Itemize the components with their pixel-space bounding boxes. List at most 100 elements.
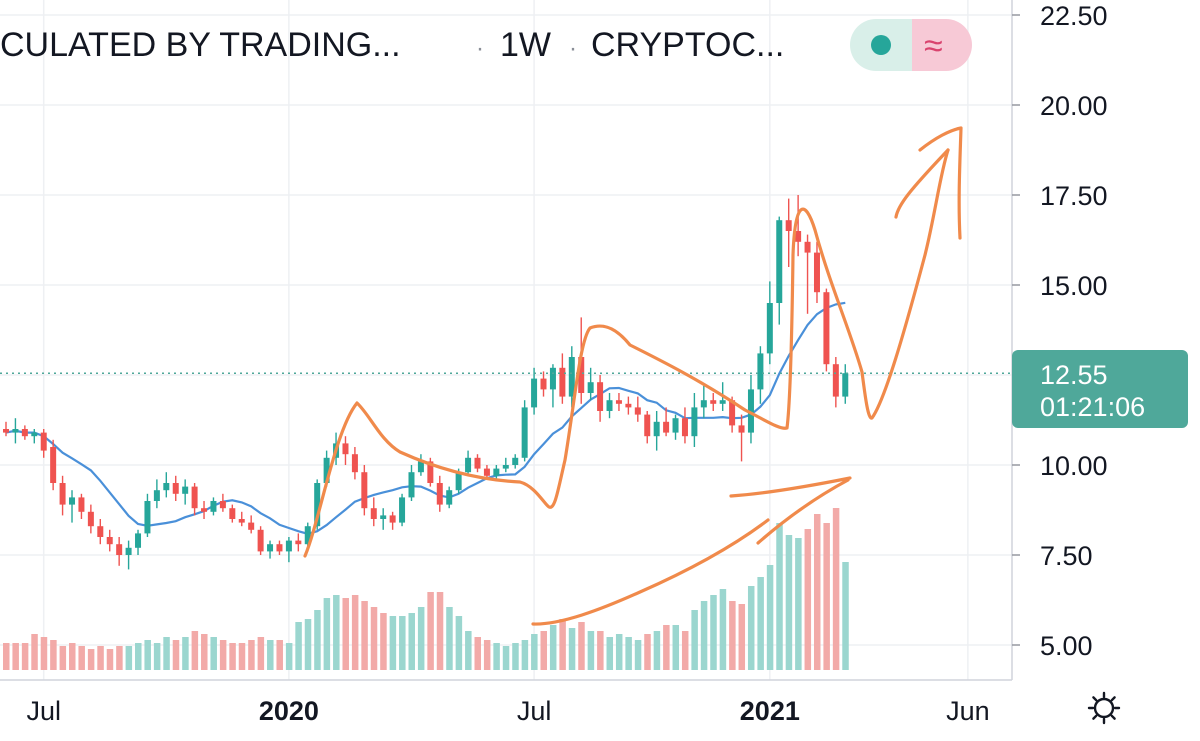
volume-bar <box>40 637 48 670</box>
candle-body <box>295 540 302 545</box>
volume-bar <box>465 631 472 670</box>
candle-body <box>493 468 500 476</box>
candle-body <box>314 483 321 527</box>
volume-bar <box>823 523 830 670</box>
price-tick-label: 17.50 <box>1040 181 1108 211</box>
hand-drawn-annotations <box>303 126 963 626</box>
volume-bar <box>314 610 321 670</box>
volume-bar <box>361 601 368 670</box>
candle-body <box>757 353 764 390</box>
candle-body <box>351 454 358 473</box>
candle-body <box>219 501 226 509</box>
candle-body <box>672 418 679 433</box>
volume-bar <box>351 595 359 670</box>
candle-body <box>521 407 528 458</box>
candle-body <box>738 425 745 433</box>
time-tick-label: Jul <box>517 696 552 726</box>
market-status-toggle[interactable]: ≈ <box>850 19 972 71</box>
candle-body <box>483 468 490 476</box>
symbol-title[interactable]: CULATED BY TRADING... <box>0 26 401 64</box>
candle-body <box>691 407 698 437</box>
volume-bar <box>50 640 57 670</box>
candle-body <box>766 303 773 354</box>
chart-legend-header: CULATED BY TRADING... · 1W · CRYPTOC... <box>0 26 784 64</box>
candle-body <box>644 414 651 437</box>
candle-body <box>549 367 556 390</box>
candle-body <box>380 515 387 519</box>
candle-body <box>719 400 726 404</box>
volume-bar <box>663 625 670 670</box>
interval-label[interactable]: 1W <box>500 26 551 64</box>
volume-bar <box>474 637 481 670</box>
volume-bar <box>446 607 453 670</box>
candle-body <box>238 519 245 523</box>
volume-bars <box>3 508 849 670</box>
candle-body <box>285 540 292 552</box>
volume-bar <box>210 637 217 670</box>
volume-bar <box>285 643 293 670</box>
candle-body <box>700 400 707 408</box>
exchange-label[interactable]: CRYPTOC... <box>591 26 784 64</box>
volume-bar <box>144 640 151 670</box>
candle-body <box>3 429 9 433</box>
candle-body <box>135 533 142 548</box>
candle-body <box>842 373 849 397</box>
market-open-dot-icon <box>871 35 891 55</box>
candle-body <box>21 429 28 437</box>
volume-bar <box>587 631 595 670</box>
price-badge-value: 12.55 <box>1040 360 1108 390</box>
volume-bar <box>738 604 746 670</box>
candle-body <box>785 220 792 231</box>
annotation-arrow-tail-left <box>894 148 950 219</box>
gear-icon[interactable] <box>1087 691 1121 725</box>
volume-bar <box>248 640 255 670</box>
candle-body <box>710 400 717 404</box>
candle-body <box>163 483 170 491</box>
volume-bar <box>172 640 180 670</box>
volume-bar <box>710 595 717 670</box>
volume-bar <box>615 634 623 670</box>
volume-bar <box>267 640 274 670</box>
ma-path <box>5 301 846 535</box>
volume-bar <box>512 643 519 670</box>
candle-body <box>97 526 104 537</box>
volume-bar <box>342 598 349 670</box>
volume-bar <box>201 634 208 670</box>
candle-body <box>427 461 434 483</box>
candle-body <box>465 457 472 473</box>
candle-body <box>12 429 19 433</box>
candle-body <box>361 472 368 509</box>
volume-bar <box>653 631 661 670</box>
time-axis[interactable]: Jul 2020 Jul 2021 Jun <box>0 679 1012 726</box>
volume-bar <box>719 589 727 670</box>
candle-body <box>681 418 688 437</box>
candle-body <box>813 252 820 293</box>
chart-grid <box>0 0 1012 680</box>
approx-icon: ≈ <box>924 27 943 65</box>
volume-bar <box>219 640 227 670</box>
candle-body <box>502 465 509 469</box>
candle-body <box>795 231 802 242</box>
candle-body <box>531 378 538 408</box>
volume-bar <box>370 607 378 670</box>
candle-body <box>455 472 462 491</box>
candle-body <box>587 382 594 393</box>
candle-body <box>512 457 519 465</box>
candle-body <box>50 447 57 483</box>
price-tick-label: 15.00 <box>1040 271 1108 301</box>
volume-bar <box>729 601 736 670</box>
volume-bar <box>427 592 434 670</box>
annotation-arrow-tail-right <box>918 126 963 240</box>
volume-bar <box>276 640 283 670</box>
volume-bar <box>766 565 774 670</box>
price-axis[interactable]: 5.00 7.50 10.00 15.00 17.50 20.00 22.50 <box>1011 0 1108 680</box>
volume-bar <box>116 646 123 670</box>
volume-bar <box>323 598 331 670</box>
candle-body <box>87 511 94 527</box>
annotation-volume-arrow-head <box>729 476 852 545</box>
volume-bar <box>597 631 604 670</box>
candle-body <box>597 382 604 411</box>
candle-body <box>370 508 377 519</box>
volume-bar <box>540 631 548 670</box>
